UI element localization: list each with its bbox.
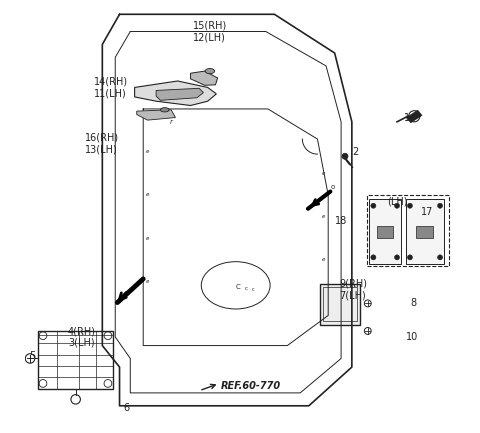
Circle shape [342,153,348,159]
Text: c: c [252,287,254,292]
Circle shape [437,203,443,208]
Text: e: e [322,257,325,262]
Text: r: r [170,119,173,125]
Text: 9(RH)
7(LH): 9(RH) 7(LH) [339,279,367,301]
Circle shape [437,255,443,260]
Bar [323,288,357,321]
Text: 8: 8 [410,297,416,307]
Bar [320,284,360,325]
Ellipse shape [205,68,215,74]
Text: 1: 1 [404,113,409,123]
Bar [367,195,449,266]
Circle shape [395,255,400,260]
Text: 18: 18 [335,216,347,226]
Text: c: c [245,286,248,291]
Polygon shape [156,88,204,100]
Text: o: o [330,184,335,190]
Polygon shape [407,110,422,123]
Text: e: e [146,193,149,197]
Text: 5: 5 [29,351,36,361]
Circle shape [408,203,412,208]
Text: e: e [146,236,149,240]
Text: REF.60-770: REF.60-770 [221,381,281,391]
Circle shape [395,203,400,208]
Text: 4(RH)
3(LH): 4(RH) 3(LH) [68,326,96,348]
Text: e: e [146,278,149,284]
Circle shape [371,255,376,260]
Bar [416,226,433,238]
Text: 10: 10 [406,332,418,342]
Text: 6: 6 [123,403,129,413]
Polygon shape [137,110,176,120]
Polygon shape [191,71,217,85]
Bar [38,330,113,388]
Text: e: e [146,149,149,155]
Bar [377,226,393,238]
Ellipse shape [160,108,169,112]
Text: (LH): (LH) [387,197,408,207]
Polygon shape [134,81,216,106]
Text: 17: 17 [421,207,433,217]
Text: 15(RH)
12(LH): 15(RH) 12(LH) [193,21,227,42]
Text: 14(RH)
11(LH): 14(RH) 11(LH) [94,77,128,98]
Text: 16(RH)
13(LH): 16(RH) 13(LH) [85,132,119,154]
Text: e: e [322,171,325,176]
Bar [369,199,401,264]
Circle shape [371,203,376,208]
Circle shape [408,255,412,260]
Text: 2: 2 [352,147,358,157]
Bar [406,199,444,264]
Text: e: e [322,214,325,219]
Text: C: C [236,284,240,290]
